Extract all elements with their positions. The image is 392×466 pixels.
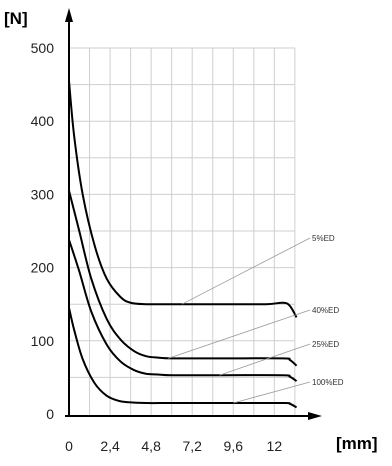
x-tick-label: 7,2 [182, 438, 202, 454]
series-labels: 5%ED 40%ED 25%ED 100%ED [168, 234, 344, 404]
series-label: 5%ED [312, 234, 335, 243]
y-tick-label: 500 [31, 40, 55, 56]
series-label-leader [219, 343, 311, 376]
series [68, 80, 298, 409]
x-tick-label: 2,4 [100, 438, 120, 454]
x-tick-label: 4,8 [141, 438, 161, 454]
x-tick-label: 12 [267, 438, 283, 454]
x-tick-label: 9,6 [224, 438, 244, 454]
x-axis-arrow [308, 412, 322, 420]
series-line-3 [68, 239, 298, 382]
series-label-leader [233, 381, 311, 404]
x-axis-unit: [mm] [336, 434, 378, 453]
y-tick-label: 300 [31, 186, 55, 202]
series-line-2 [68, 190, 298, 367]
y-tick-label: 100 [31, 333, 55, 349]
y-axis-arrow [65, 8, 73, 22]
y-tick-label: 200 [31, 260, 55, 276]
series-label: 100%ED [312, 378, 344, 387]
series-label-leader [181, 237, 311, 305]
series-line-1 [68, 80, 298, 318]
series-label: 25%ED [312, 340, 339, 349]
x-tick-label: 0 [65, 438, 73, 454]
series-label-leader [168, 309, 311, 359]
y-axis-unit: [N] [4, 9, 28, 28]
y-tick-label: 400 [31, 113, 55, 129]
y-tick-label: 0 [46, 406, 54, 422]
series-line-4 [68, 307, 298, 409]
tick-labels: 0 100 200 300 400 500 0 2,4 4,8 7,2 9,6 12 [31, 40, 283, 454]
series-label: 40%ED [312, 306, 339, 315]
